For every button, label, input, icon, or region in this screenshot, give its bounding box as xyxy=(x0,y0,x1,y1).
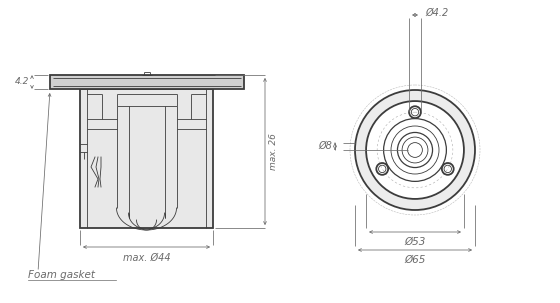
Text: max. Ø44: max. Ø44 xyxy=(123,253,170,263)
Polygon shape xyxy=(50,75,244,89)
Text: max. 26: max. 26 xyxy=(269,133,278,170)
Text: Ø8: Ø8 xyxy=(318,141,332,151)
Polygon shape xyxy=(80,89,213,228)
Text: Foam gasket: Foam gasket xyxy=(28,270,95,280)
Text: Ø4.2: Ø4.2 xyxy=(425,8,448,18)
Text: Ø65: Ø65 xyxy=(404,255,426,265)
Text: Ø53: Ø53 xyxy=(404,237,426,247)
Text: 4.2: 4.2 xyxy=(15,78,29,86)
